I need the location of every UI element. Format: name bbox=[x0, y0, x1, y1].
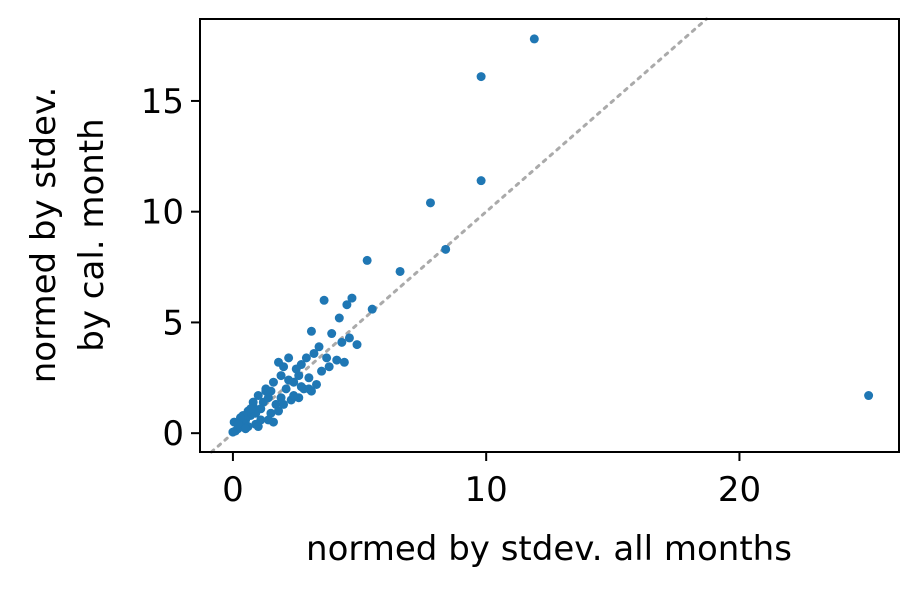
scatter-point bbox=[289, 391, 299, 401]
scatter-point bbox=[284, 375, 294, 385]
scatter-point bbox=[246, 404, 256, 414]
scatter-point bbox=[476, 72, 486, 82]
scatter-point bbox=[274, 406, 284, 416]
y-tick-label: 10 bbox=[141, 193, 184, 233]
scatter-point bbox=[253, 422, 263, 432]
scatter-point bbox=[301, 353, 311, 363]
scatter-point bbox=[395, 266, 405, 276]
scatter-point bbox=[291, 364, 301, 374]
scatter-point bbox=[296, 382, 306, 392]
scatter-point bbox=[304, 373, 314, 383]
scatter-point bbox=[263, 415, 273, 425]
scatter-point bbox=[347, 293, 357, 303]
scatter-point bbox=[268, 377, 278, 387]
x-axis-label: normed by stdev. all months bbox=[306, 529, 792, 569]
y-axis-label-line-2: by cal. month bbox=[72, 118, 112, 351]
scatter-point bbox=[233, 419, 243, 429]
x-axis-ticks: 0 10 20 bbox=[222, 452, 761, 510]
scatter-point bbox=[327, 329, 337, 339]
scatter-point bbox=[529, 34, 539, 44]
scatter-point bbox=[864, 391, 874, 401]
scatter-point bbox=[425, 198, 435, 208]
scatter-point bbox=[309, 348, 319, 358]
y-tick-label: 15 bbox=[141, 82, 184, 122]
scatter-point bbox=[362, 255, 372, 265]
scatter-point bbox=[344, 333, 354, 343]
scatter-point bbox=[312, 379, 321, 389]
scatter-point bbox=[367, 304, 377, 314]
scatter-point bbox=[339, 357, 349, 367]
scatter-point bbox=[319, 295, 329, 305]
scatter-point bbox=[476, 176, 486, 186]
x-tick-label: 10 bbox=[465, 470, 508, 510]
scatter-point bbox=[332, 355, 342, 365]
scatter-point bbox=[441, 244, 451, 254]
x-tick-label: 20 bbox=[718, 470, 761, 510]
scatter-point bbox=[228, 427, 238, 437]
scatter-point bbox=[314, 342, 324, 352]
scatter-point bbox=[322, 353, 332, 363]
scatter-point bbox=[274, 357, 284, 367]
scatter-point bbox=[253, 391, 263, 401]
y-tick-label: 5 bbox=[162, 303, 184, 343]
scatter-point bbox=[317, 366, 327, 376]
y-axis-label-line-1: normed by stdev. bbox=[24, 87, 64, 384]
y-tick-label: 0 bbox=[162, 414, 184, 454]
scatter-point bbox=[284, 353, 294, 363]
scatter-point bbox=[334, 313, 344, 323]
points-layer bbox=[228, 34, 874, 437]
scatter-point bbox=[337, 337, 347, 347]
scatter-point bbox=[306, 326, 316, 336]
scatter-point bbox=[261, 386, 271, 396]
scatter-point bbox=[342, 300, 352, 310]
y-axis-label: normed by stdev. by cal. month bbox=[24, 87, 112, 384]
scatter-point bbox=[352, 340, 362, 350]
y-axis-ticks: 0 5 10 15 bbox=[141, 82, 200, 454]
scatter-point bbox=[276, 393, 286, 403]
x-tick-label: 0 bbox=[222, 470, 244, 510]
scatter-point bbox=[324, 362, 334, 372]
plot-frame bbox=[199, 18, 900, 453]
scatter-point bbox=[304, 384, 314, 394]
scatter-point bbox=[241, 424, 251, 434]
scatter-point bbox=[281, 384, 291, 394]
scatter-point bbox=[276, 371, 286, 381]
